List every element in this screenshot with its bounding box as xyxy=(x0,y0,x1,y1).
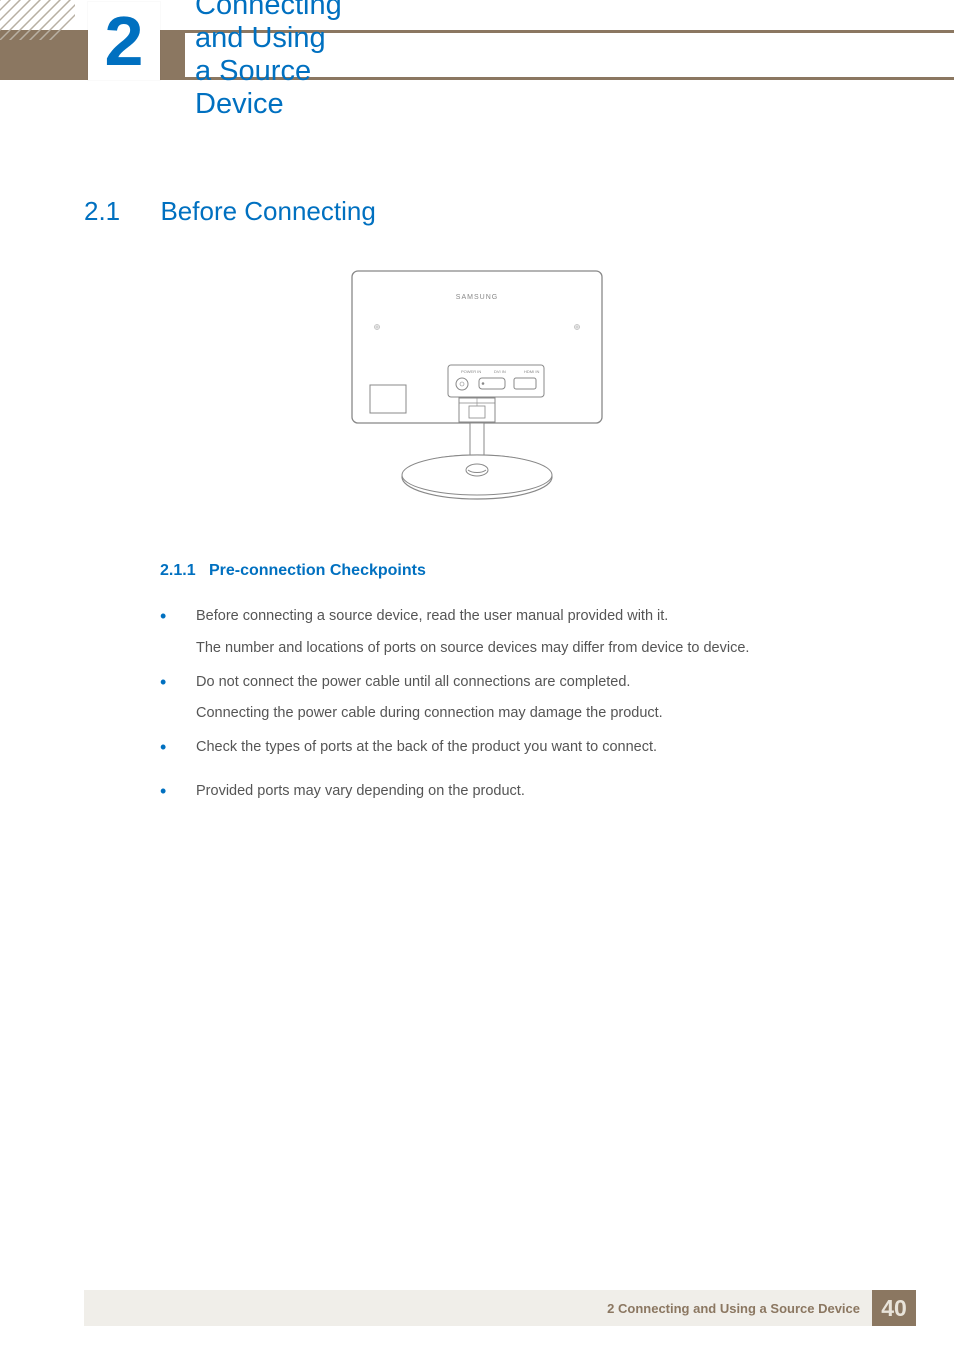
bullet-list: • Before connecting a source device, rea… xyxy=(160,606,880,825)
bullet-text: Before connecting a source device, read … xyxy=(196,606,880,628)
corner-hatch-decoration xyxy=(0,0,75,40)
bullet-text: Connecting the power cable during connec… xyxy=(196,703,880,725)
svg-text:DVI IN: DVI IN xyxy=(494,369,506,374)
svg-text:POWER IN: POWER IN xyxy=(461,369,481,374)
bullet-text: Provided ports may vary depending on the… xyxy=(196,781,880,803)
monitor-diagram: SAMSUNG POWER IN DVI IN HDMI IN xyxy=(0,265,954,515)
page-number-box: 40 xyxy=(872,1290,916,1326)
subsection-number: 2.1.1 xyxy=(160,562,196,579)
svg-text:HDMI IN: HDMI IN xyxy=(524,369,539,374)
list-item: • Do not connect the power cable until a… xyxy=(160,672,880,726)
section-heading: 2.1 Before Connecting xyxy=(84,196,376,227)
brand-label: SAMSUNG xyxy=(456,294,498,301)
chapter-number: 2 xyxy=(105,6,144,76)
chapter-title: Connecting and Using a Source Device xyxy=(185,33,954,77)
bullet-text: Do not connect the power cable until all… xyxy=(196,672,880,694)
footer-bar: 2 Connecting and Using a Source Device 4… xyxy=(84,1290,916,1326)
bullet-icon: • xyxy=(160,781,196,813)
chapter-number-badge: 2 xyxy=(88,2,160,80)
bullet-icon: • xyxy=(160,606,196,660)
section-title: Before Connecting xyxy=(160,196,375,226)
bullet-icon: • xyxy=(160,737,196,769)
bullet-text: The number and locations of ports on sou… xyxy=(196,638,880,660)
list-item: • Provided ports may vary depending on t… xyxy=(160,781,880,813)
bullet-icon: • xyxy=(160,672,196,726)
subsection-title: Pre-connection Checkpoints xyxy=(209,562,426,579)
page-number: 40 xyxy=(881,1295,907,1322)
list-item: • Before connecting a source device, rea… xyxy=(160,606,880,660)
section-number: 2.1 xyxy=(84,196,156,227)
list-item: • Check the types of ports at the back o… xyxy=(160,737,880,769)
bullet-text: Check the types of ports at the back of … xyxy=(196,737,880,759)
subsection-heading: 2.1.1 Pre-connection Checkpoints xyxy=(160,562,426,580)
footer-label: 2 Connecting and Using a Source Device xyxy=(607,1301,860,1316)
